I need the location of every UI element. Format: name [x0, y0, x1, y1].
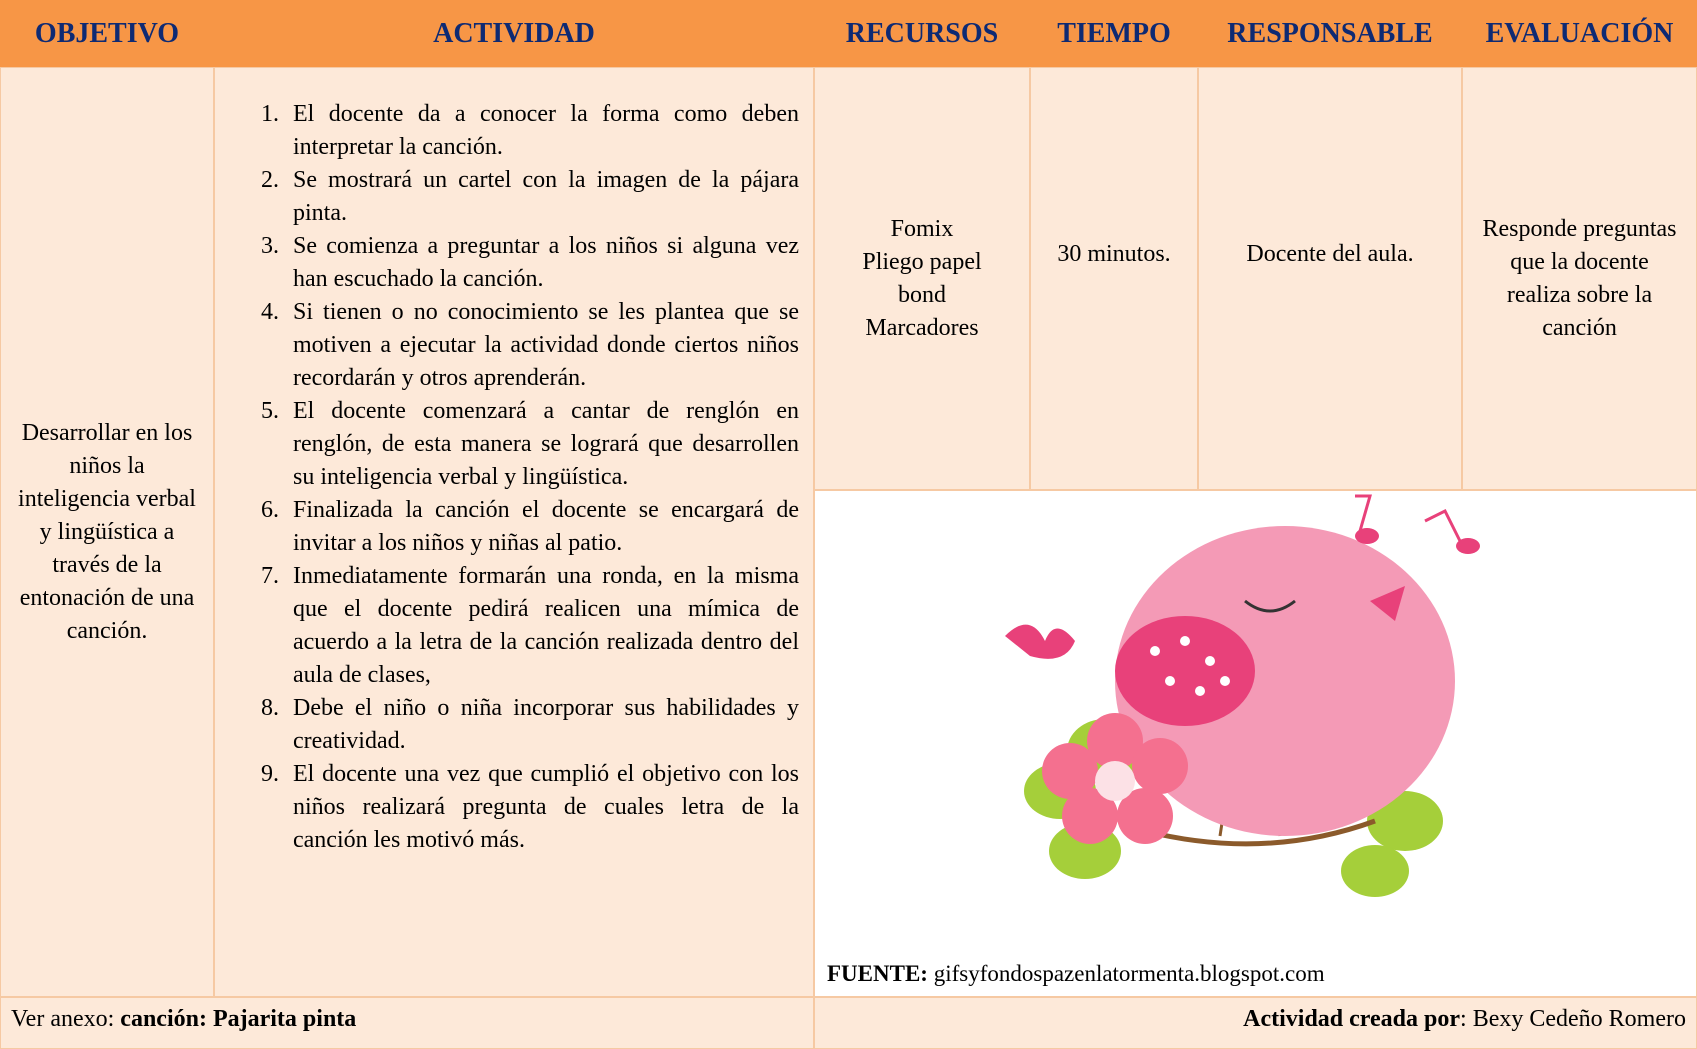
resource: Fomix — [890, 215, 954, 242]
image-cell: FUENTE: gifsyfondospazenlatormenta.blogs… — [814, 490, 1697, 997]
footer-left: Ver anexo: canción: Pajarita pinta — [0, 997, 814, 1049]
header-cell: EVALUACIÓN — [1462, 0, 1697, 67]
source-label: FUENTE: — [827, 961, 928, 986]
header-cell: RESPONSABLE — [1198, 0, 1462, 67]
activity-item: Si tienen o no conocimiento se les plant… — [285, 296, 799, 395]
actividad-cell: El docente da a conocer la forma como de… — [214, 67, 814, 997]
header-cell: ACTIVIDAD — [214, 0, 814, 67]
activity-item: El docente da a conocer la forma como de… — [285, 98, 799, 164]
activity-list: El docente da a conocer la forma como de… — [215, 98, 813, 857]
activity-item: Debe el niño o niña incorporar sus habil… — [285, 692, 799, 758]
activity-item: Finalizada la canción el docente se enca… — [285, 494, 799, 560]
tiempo: 30 minutos. — [1057, 241, 1171, 267]
activity-item: Inmediatamente formarán una ronda, en la… — [285, 560, 799, 692]
activity-item: El docente comenzará a cantar de renglón… — [285, 395, 799, 494]
activity-item: Se comienza a preguntar a los niños si a… — [285, 230, 799, 296]
author-label: Actividad creada por — [1243, 1006, 1461, 1032]
resource: Pliego papel bond — [862, 248, 982, 308]
objetivo: Desarrollar en los niños la inteligencia… — [18, 419, 196, 644]
anexo: canción: Pajarita pinta — [120, 1006, 357, 1032]
footer-right: Actividad creada por: Bexy Cedeño Romero — [814, 997, 1697, 1049]
bird-illustration — [1005, 494, 1480, 897]
anexo-label: Ver anexo: — [11, 1006, 121, 1032]
source: FUENTE: gifsyfondospazenlatormenta.blogs… — [827, 961, 1325, 987]
activity-item: Se mostrará un cartel con la imagen de l… — [285, 164, 799, 230]
recursos-cell: Fomix Pliego papel bond Marcadores — [814, 67, 1030, 490]
objetivo-cell: Desarrollar en los niños la inteligencia… — [0, 67, 214, 997]
header-cell: OBJETIVO — [0, 0, 214, 67]
header-cell: TIEMPO — [1030, 0, 1198, 67]
header-cell: RECURSOS — [814, 0, 1030, 67]
responsable-cell: Docente del aula. — [1198, 67, 1462, 490]
resource: Marcadores — [865, 314, 979, 341]
source-url: gifsyfondospazenlatormenta.blogspot.com — [933, 961, 1325, 986]
activity-item: El docente una vez que cumplió el objeti… — [285, 758, 799, 857]
tiempo-cell: 30 minutos. — [1030, 67, 1198, 490]
evaluacion-cell: Responde preguntas que la docente realiz… — [1462, 67, 1697, 490]
evaluacion: Responde preguntas que la docente realiz… — [1482, 215, 1677, 341]
responsable: Docente del aula. — [1246, 241, 1414, 267]
author: : Bexy Cedeño Romero — [1460, 1006, 1686, 1032]
